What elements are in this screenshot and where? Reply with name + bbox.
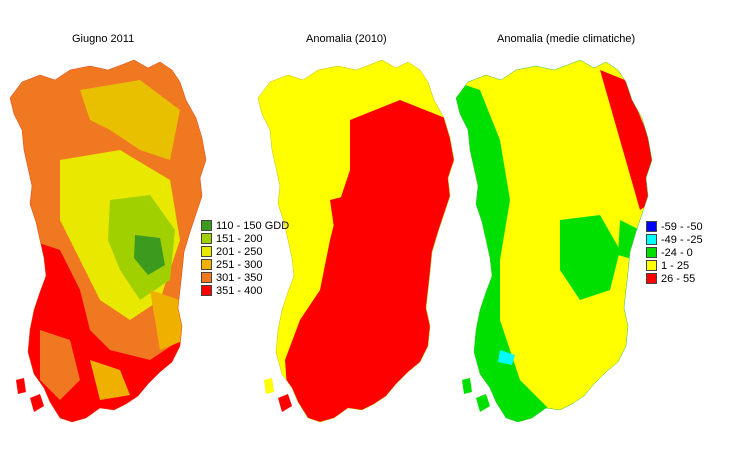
- legend-label: 26 - 55: [661, 272, 696, 285]
- legend-swatch: [646, 221, 657, 232]
- legend-label: 301 - 350: [216, 271, 263, 284]
- legend-label: 251 - 300: [216, 258, 263, 271]
- legend-swatch: [646, 247, 657, 258]
- legend-swatch: [201, 246, 212, 257]
- legend-item: 26 - 55: [646, 272, 703, 285]
- legend-label: 110 - 150 GDD: [216, 219, 290, 232]
- legend-label: 1 - 25: [661, 259, 690, 272]
- map-title-june: Giugno 2011: [72, 33, 135, 45]
- map-june-2011: [9, 59, 207, 423]
- legend-swatch: [201, 220, 212, 231]
- legend-label: 351 - 400: [216, 284, 263, 297]
- legend-swatch: [646, 260, 657, 271]
- map-anomaly-climate: [455, 59, 653, 423]
- legend-item: 301 - 350: [201, 271, 289, 284]
- map-title-anomaly-2010: Anomalia (2010): [306, 33, 387, 45]
- legend-item: -24 - 0: [646, 246, 703, 259]
- legend-item: 251 - 300: [201, 258, 289, 271]
- legend-item: 351 - 400: [201, 284, 289, 297]
- legend-item: -59 - -50: [646, 220, 703, 233]
- legend-swatch: [201, 259, 212, 270]
- legend-item: -49 - -25: [646, 233, 703, 246]
- legend-item: 1 - 25: [646, 259, 703, 272]
- legend-swatch: [201, 285, 212, 296]
- legend-swatch: [646, 234, 657, 245]
- legend-item: 110 - 150 GDD: [201, 219, 289, 232]
- legend-swatch: [646, 273, 657, 284]
- legend-label: -49 - -25: [661, 233, 703, 246]
- legend-june-2011: 110 - 150 GDD 151 - 200 201 - 250 251 - …: [201, 219, 289, 297]
- legend-swatch: [201, 272, 212, 283]
- legend-label: 201 - 250: [216, 245, 263, 258]
- legend-label: -24 - 0: [661, 246, 693, 259]
- legend-item: 201 - 250: [201, 245, 289, 258]
- map-anomaly-2010: [257, 59, 455, 423]
- legend-anomaly-climate: -59 - -50 -49 - -25 -24 - 0 1 - 25 26 - …: [646, 220, 703, 285]
- legend-label: 151 - 200: [216, 232, 263, 245]
- legend-swatch: [201, 233, 212, 244]
- map-title-anomaly-climate: Anomalia (medie climatiche): [497, 33, 636, 45]
- legend-label: -59 - -50: [661, 220, 703, 233]
- legend-item: 151 - 200: [201, 232, 289, 245]
